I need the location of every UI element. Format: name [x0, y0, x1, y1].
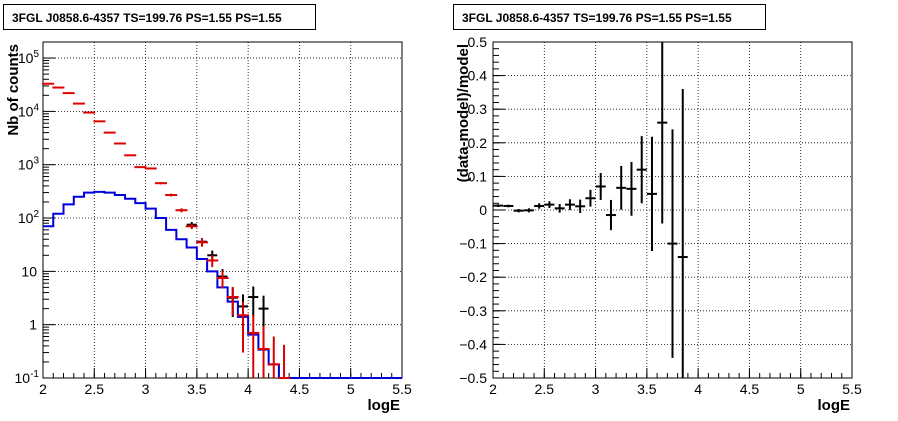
x-tick-label: 3 [592, 381, 600, 397]
y-tick-label: 0 [479, 202, 487, 218]
y-tick-label: 104 [18, 102, 40, 119]
x-tick-label: 4 [694, 381, 702, 397]
y-tick-label: −0.1 [459, 236, 487, 252]
x-tick-label: 5 [797, 381, 805, 397]
y-tick-label: 0.2 [468, 135, 488, 151]
y-tick-label: −0.5 [459, 370, 487, 386]
x-tick-label: 4.5 [740, 381, 760, 397]
y-tick-label: −0.4 [459, 336, 487, 352]
y-tick-label: 1 [29, 317, 37, 333]
residuals-plot: 2 2.5 3 3.5 4 4.5 5 5.5 −0.5 −0.4 −0.3 −0.2 −0.1 0 0.1… [455, 34, 862, 414]
plot-frame [42, 41, 403, 379]
y-axis-title: (data-model)/model [455, 44, 472, 182]
y-tick-label: −0.3 [459, 303, 487, 319]
y-tick-label: 0.1 [468, 168, 488, 184]
x-tick-label: 2.5 [85, 381, 105, 397]
x-tick-label: 3 [142, 381, 150, 397]
x-tick-label: 5.5 [392, 381, 412, 397]
x-tick-label: 5 [347, 381, 355, 397]
x-axis-title: logE [368, 397, 401, 414]
x-tick-label: 2 [39, 381, 47, 397]
x-tick-label: 3.5 [187, 381, 207, 397]
left-plot-title: 3FGL J0858.6-4357 TS=199.76 PS=1.55 PS=1… [3, 4, 316, 30]
y-tick-label: 0.5 [468, 34, 488, 50]
x-tick-label: 5.5 [842, 381, 862, 397]
right-plot-title: 3FGL J0858.6-4357 TS=199.76 PS=1.55 PS=1… [453, 4, 766, 30]
y-tick-label: 103 [18, 156, 40, 173]
x-tick-label: 2.5 [535, 381, 555, 397]
x-tick-label: 4.5 [290, 381, 310, 397]
y-tick-label: 0.4 [468, 68, 488, 84]
y-axis-title: Nb of counts [5, 44, 22, 136]
x-tick-label: 4 [244, 381, 252, 397]
x-tick-label: 2 [489, 381, 497, 397]
y-tick-label: 0.3 [468, 101, 488, 117]
y-tick-label: −0.2 [459, 269, 487, 285]
y-tick-label: 10-1 [15, 369, 40, 386]
x-tick-label: 3.5 [637, 381, 657, 397]
x-axis-title: logE [818, 397, 851, 414]
y-tick-label: 102 [18, 209, 40, 226]
model-histogram-line [43, 190, 402, 379]
y-tick-label: 10 [21, 263, 37, 279]
y-tick-label: 105 [18, 49, 40, 66]
counts-plot: 2 2.5 3 3.5 4 4.5 5 5.5 10-1 1 10 102 103 104 105 logE N… [5, 41, 412, 414]
